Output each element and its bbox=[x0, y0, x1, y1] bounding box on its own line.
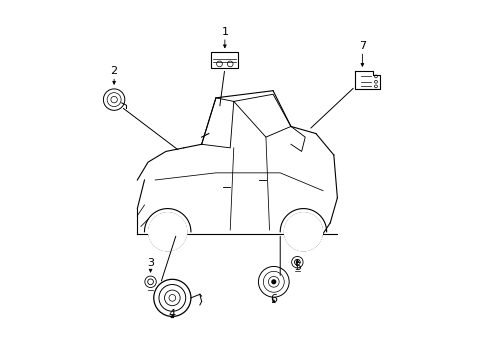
Text: 5: 5 bbox=[293, 262, 300, 272]
Text: 2: 2 bbox=[110, 66, 118, 76]
Text: 3: 3 bbox=[147, 257, 154, 267]
Text: 6: 6 bbox=[270, 294, 277, 304]
Text: 4: 4 bbox=[168, 309, 176, 319]
Text: 1: 1 bbox=[221, 27, 228, 37]
FancyBboxPatch shape bbox=[211, 52, 238, 68]
Circle shape bbox=[148, 213, 186, 251]
Text: 7: 7 bbox=[358, 41, 365, 51]
Circle shape bbox=[284, 213, 322, 251]
Circle shape bbox=[271, 280, 275, 284]
